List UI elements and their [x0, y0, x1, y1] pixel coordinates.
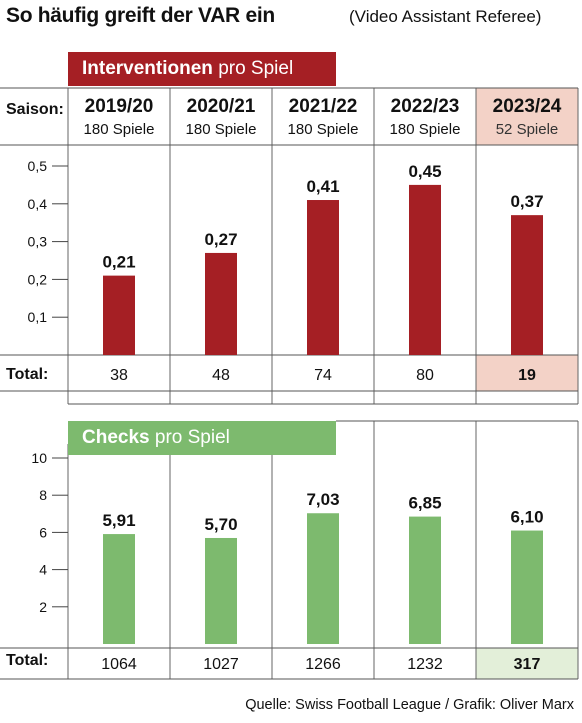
interventions-banner-bold: Interventionen [82, 58, 213, 79]
interventions-total-value: 19 [518, 367, 536, 384]
checks-value-label: 5,91 [102, 511, 135, 530]
page-title: So häufig greift der VAR ein [6, 4, 275, 27]
interventions-value-label: 0,37 [510, 192, 543, 211]
interventions-bar [307, 200, 339, 355]
checks-value-label: 5,70 [204, 515, 237, 534]
checks-banner-rest: pro Spiel [154, 427, 230, 448]
season-label: 2023/24 [492, 96, 562, 117]
interventions-total-highlight-cell [476, 355, 578, 391]
checks-total-value: 1232 [407, 656, 443, 673]
interventions-ytick-label: 0,1 [28, 309, 48, 325]
season-highlight-cell [476, 88, 578, 145]
interventions-total-value: 48 [212, 367, 230, 384]
interventions-value-label: 0,45 [408, 162, 441, 181]
interventions-value-label: 0,21 [102, 253, 135, 272]
checks-bar [511, 530, 543, 644]
checks-value-label: 6,85 [408, 494, 441, 513]
checks-bar [307, 513, 339, 644]
checks-ytick-label: 8 [39, 487, 47, 503]
interventions-bar [103, 275, 135, 355]
checks-ytick-label: 6 [39, 524, 47, 540]
checks-banner-bold: Checks [82, 427, 150, 448]
season-row-label: Saison: [6, 101, 64, 118]
season-games-count: 180 Spiele [389, 121, 461, 138]
checks-value-label: 7,03 [306, 490, 339, 509]
season-games-count: 52 Spiele [495, 121, 559, 138]
checks-total-label: Total: [6, 652, 49, 669]
interventions-value-label: 0,41 [306, 177, 339, 196]
interventions-bar [409, 184, 441, 355]
interventions-ytick-label: 0,2 [28, 271, 48, 287]
interventions-ytick-label: 0,3 [28, 234, 48, 250]
interventions-banner-rest: pro Spiel [218, 58, 294, 79]
interventions-ytick-label: 0,4 [28, 196, 48, 212]
checks-ytick-label: 4 [39, 562, 47, 578]
checks-ytick-label: 2 [39, 599, 47, 615]
interventions-total-label: Total: [6, 366, 49, 383]
season-label: 2022/23 [390, 96, 460, 117]
source-credit: Quelle: Swiss Football League / Grafik: … [245, 697, 574, 713]
interventions-bar [511, 215, 543, 355]
page-subtitle: (Video Assistant Referee) [349, 7, 542, 26]
interventions-ytick-label: 0,5 [28, 158, 48, 174]
interventions-total-value: 38 [110, 367, 128, 384]
season-label: 2020/21 [186, 96, 256, 117]
checks-bar [205, 537, 237, 644]
interventions-value-label: 0,27 [204, 230, 237, 249]
checks-bar [409, 516, 441, 644]
checks-total-value: 1266 [305, 656, 341, 673]
season-label: 2021/22 [288, 96, 358, 117]
interventions-banner: Interventionen pro Spiel [68, 52, 336, 86]
season-games-count: 180 Spiele [287, 121, 359, 138]
checks-value-label: 6,10 [510, 508, 543, 527]
checks-total-value: 1027 [203, 656, 239, 673]
checks-banner: Checks pro Spiel [68, 421, 336, 455]
checks-ytick-label: 10 [31, 450, 47, 466]
interventions-total-value: 74 [314, 367, 332, 384]
interventions-total-value: 80 [416, 367, 434, 384]
checks-total-highlight-cell [476, 648, 578, 679]
season-label: 2019/20 [84, 96, 154, 117]
checks-bar [103, 534, 135, 644]
season-games-count: 180 Spiele [185, 121, 257, 138]
checks-total-value: 1064 [101, 656, 137, 673]
interventions-bar [205, 252, 237, 355]
season-games-count: 180 Spiele [83, 121, 155, 138]
checks-total-value: 317 [514, 656, 541, 673]
